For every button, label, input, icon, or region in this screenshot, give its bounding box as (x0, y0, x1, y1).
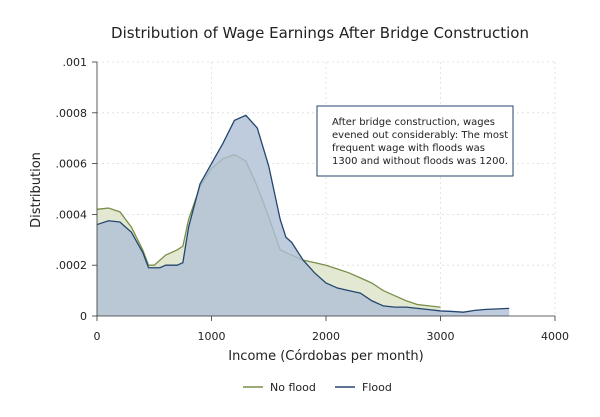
x-tick-label-3: 3000 (427, 330, 455, 343)
x-tick-label-4: 4000 (541, 330, 569, 343)
x-tick-label-1: 1000 (198, 330, 226, 343)
line-flood (96, 114, 510, 313)
chart-title: Distribution of Wage Earnings After Brid… (111, 24, 529, 42)
legend-frame (230, 372, 418, 400)
y-tick-label-1: .0002 (56, 259, 88, 272)
y-tick-label-2: .0004 (56, 208, 88, 221)
x-tick-label-0: 0 (94, 330, 101, 343)
legend-label-no-flood: No flood (270, 381, 316, 394)
x-axis-label: Income (Córdobas per month) (228, 349, 424, 364)
legend-label-flood: Flood (362, 381, 392, 394)
y-tick-label-4: .0008 (56, 107, 88, 120)
annotation-line-2: evened out considerably: The most (332, 130, 508, 141)
axes: 0 1000 2000 3000 4000 0 .0002 .0004 .0006 .0008 .0… (56, 56, 570, 343)
legend: No flood Flood (230, 372, 418, 400)
area-flood (97, 115, 510, 316)
y-axis-label: Distribution (29, 152, 44, 228)
y-tick-label-5: .001 (63, 56, 88, 69)
y-tick-label-0: 0 (80, 310, 87, 323)
annotation-box: After bridge construction, wages evened … (316, 105, 514, 177)
series-areas (96, 114, 510, 316)
annotation-line-3: frequent wage with floods was (332, 143, 485, 154)
annotation-line-1: After bridge construction, wages (332, 117, 495, 128)
y-tick-label-3: .0006 (56, 158, 88, 171)
annotation-line-4: 1300 and without floods was 1200. (332, 156, 508, 167)
annotation-frame (316, 105, 514, 177)
x-tick-label-2: 2000 (312, 330, 340, 343)
